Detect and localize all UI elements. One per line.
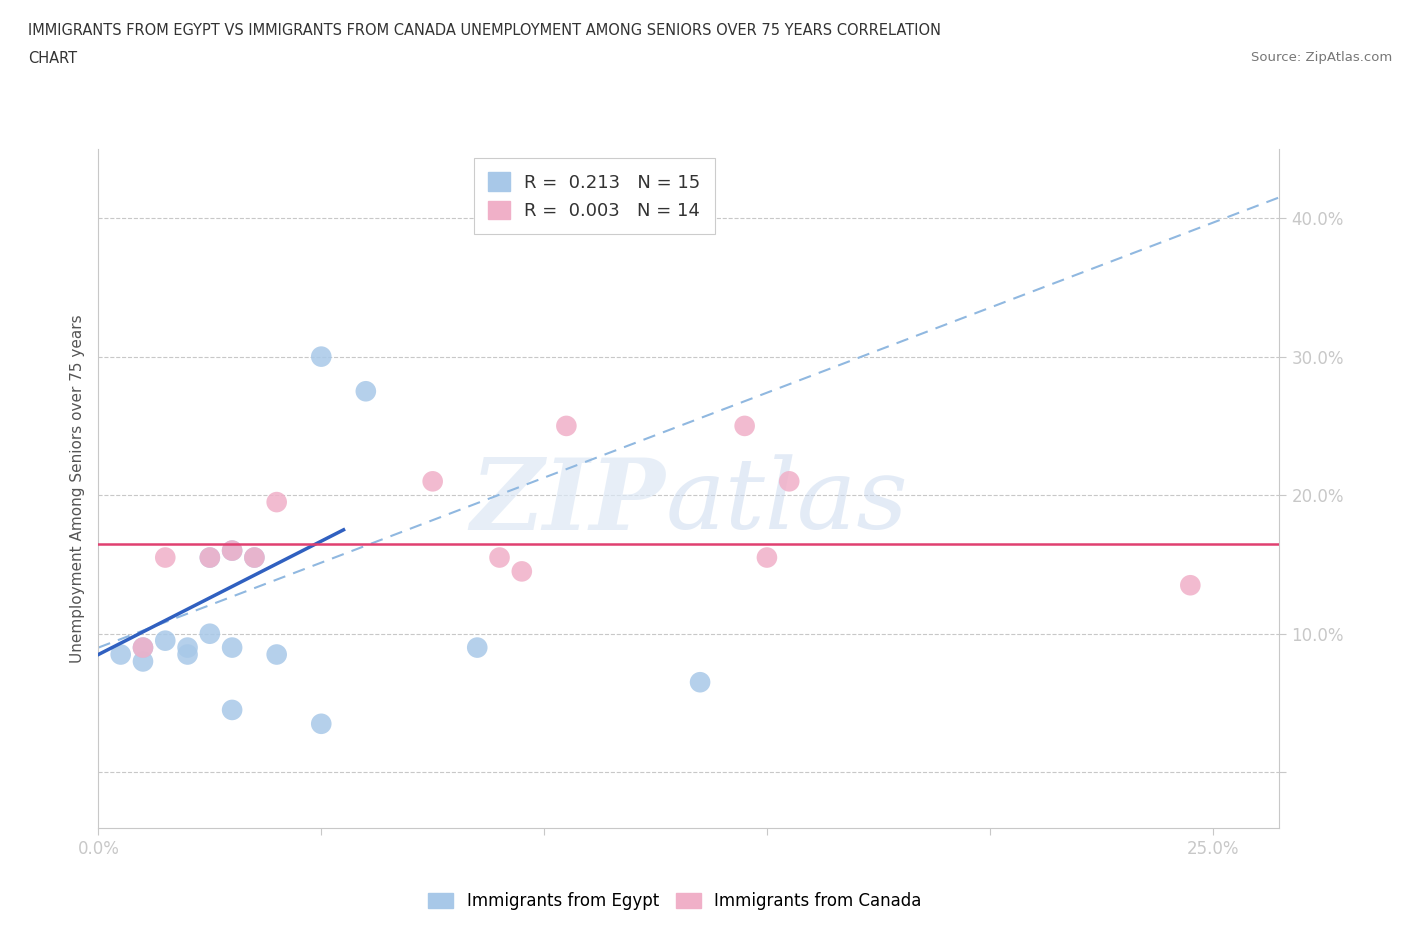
Point: [243, 550, 266, 565]
Text: IMMIGRANTS FROM EGYPT VS IMMIGRANTS FROM CANADA UNEMPLOYMENT AMONG SENIORS OVER : IMMIGRANTS FROM EGYPT VS IMMIGRANTS FROM…: [28, 23, 941, 38]
Point: [354, 384, 377, 399]
Point: [198, 626, 221, 641]
Point: [422, 474, 444, 489]
Point: [488, 550, 510, 565]
Legend: Immigrants from Egypt, Immigrants from Canada: Immigrants from Egypt, Immigrants from C…: [422, 885, 928, 917]
Point: [155, 550, 177, 565]
Point: [198, 550, 221, 565]
Point: [734, 418, 756, 433]
Point: [221, 543, 243, 558]
Y-axis label: Unemployment Among Seniors over 75 years: Unemployment Among Seniors over 75 years: [69, 314, 84, 662]
Point: [1180, 578, 1202, 592]
Point: [465, 640, 488, 655]
Legend: R =  0.213   N = 15, R =  0.003   N = 14: R = 0.213 N = 15, R = 0.003 N = 14: [474, 158, 716, 234]
Point: [689, 675, 711, 690]
Text: Source: ZipAtlas.com: Source: ZipAtlas.com: [1251, 51, 1392, 64]
Point: [132, 640, 155, 655]
Point: [132, 640, 155, 655]
Point: [555, 418, 578, 433]
Point: [755, 550, 778, 565]
Point: [243, 550, 266, 565]
Point: [510, 564, 533, 578]
Point: [155, 633, 177, 648]
Text: atlas: atlas: [665, 454, 908, 550]
Point: [176, 640, 198, 655]
Point: [309, 716, 332, 731]
Point: [132, 654, 155, 669]
Point: [221, 640, 243, 655]
Point: [309, 349, 332, 364]
Text: ZIP: ZIP: [471, 454, 665, 550]
Point: [778, 474, 800, 489]
Point: [198, 550, 221, 565]
Point: [221, 543, 243, 558]
Point: [266, 495, 288, 510]
Point: [266, 647, 288, 662]
Point: [221, 702, 243, 717]
Point: [110, 647, 132, 662]
Text: CHART: CHART: [28, 51, 77, 66]
Point: [176, 647, 198, 662]
